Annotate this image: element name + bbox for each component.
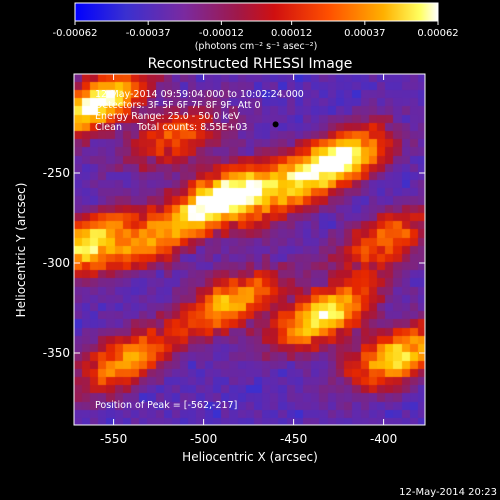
chart-title: Reconstructed RHESSI Image (148, 56, 353, 72)
colorbar-tick-label: 0.00037 (344, 28, 385, 39)
colorbar (74, 2, 439, 22)
annotation-time-range: 12-May-2014 09:59:04.000 to 10:02:24.000 (95, 89, 304, 100)
colorbar-tick-label: 0.00012 (271, 28, 312, 39)
x-tick-label: -450 (280, 432, 307, 446)
footer-timestamp: 12-May-2014 20:23 (399, 487, 497, 498)
x-axis-ticks: -550 -500 -450 -400 (100, 74, 397, 446)
y-axis-ticks: -250 -300 -350 (43, 166, 425, 360)
peak-position-label: Position of Peak = [-562,-217] (95, 400, 237, 411)
annotation-energy-range: Energy Range: 25.0 - 50.0 keV (95, 111, 240, 122)
peak-marker (272, 121, 279, 128)
y-tick-label: -350 (43, 346, 70, 360)
x-axis-label: Heliocentric X (arcsec) (182, 450, 318, 464)
y-tick-label: -250 (43, 166, 70, 180)
y-axis-label: Heliocentric Y (arcsec) (14, 183, 28, 318)
x-tick-label: -400 (370, 432, 397, 446)
annotation-counts: Clean Total counts: 8.55E+03 (95, 122, 247, 133)
colorbar-tick-label: -0.00012 (199, 28, 244, 39)
colorbar-ticks: -0.00062 -0.00037 -0.00012 0.00012 0.00037 0.… (53, 21, 459, 39)
plot-frame (73, 73, 426, 426)
colorbar-tick-label: -0.00062 (53, 28, 98, 39)
x-tick-label: -550 (100, 432, 127, 446)
x-tick-label: -500 (190, 432, 217, 446)
colorbar-tick-label: -0.00037 (126, 28, 171, 39)
colorbar-unit-label: (photons cm⁻² s⁻¹ asec⁻²) (195, 41, 318, 52)
colorbar-tick-label: 0.00062 (417, 28, 458, 39)
annotation-detectors: Detectors: 3F 5F 6F 7F 8F 9F, Att 0 (95, 100, 261, 111)
y-tick-label: -300 (43, 256, 70, 270)
